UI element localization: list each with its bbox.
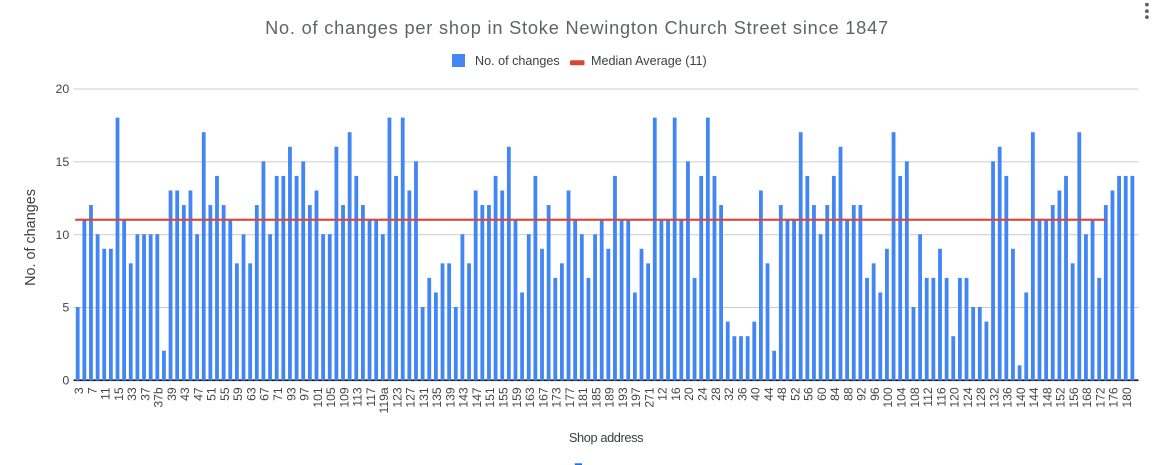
svg-text:156: 156 — [1067, 387, 1081, 408]
svg-text:193: 193 — [616, 387, 630, 408]
svg-text:127: 127 — [404, 387, 418, 408]
svg-text:37: 37 — [138, 387, 152, 401]
svg-text:128: 128 — [974, 387, 988, 408]
svg-text:155: 155 — [497, 387, 511, 408]
svg-text:37b: 37b — [152, 387, 166, 408]
svg-text:172: 172 — [1093, 387, 1107, 408]
svg-text:59: 59 — [231, 387, 245, 401]
svg-text:124: 124 — [961, 387, 975, 408]
svg-text:197: 197 — [629, 387, 643, 408]
svg-text:120: 120 — [948, 387, 962, 408]
svg-text:177: 177 — [563, 387, 577, 408]
svg-text:109: 109 — [337, 387, 351, 408]
svg-text:119a: 119a — [377, 387, 391, 413]
svg-text:113: 113 — [351, 387, 365, 407]
svg-text:176: 176 — [1107, 387, 1121, 408]
svg-text:92: 92 — [855, 387, 869, 401]
svg-text:116: 116 — [934, 387, 948, 407]
svg-text:93: 93 — [284, 387, 298, 401]
svg-text:139: 139 — [443, 387, 457, 408]
svg-text:185: 185 — [589, 387, 603, 408]
svg-text:5: 5 — [62, 301, 69, 315]
svg-text:131: 131 — [417, 387, 431, 408]
svg-text:33: 33 — [125, 387, 139, 401]
svg-text:96: 96 — [868, 387, 882, 401]
svg-text:Median Average (11): Median Average (11) — [591, 54, 707, 68]
svg-text:101: 101 — [311, 387, 325, 408]
svg-text:97: 97 — [298, 387, 312, 401]
svg-text:181: 181 — [576, 387, 590, 408]
svg-text:159: 159 — [510, 387, 524, 408]
svg-text:123: 123 — [390, 387, 404, 408]
svg-text:44: 44 — [762, 387, 776, 401]
svg-text:173: 173 — [550, 387, 564, 408]
svg-text:88: 88 — [841, 387, 855, 401]
svg-text:67: 67 — [258, 387, 272, 401]
svg-text:271: 271 — [642, 387, 656, 408]
svg-text:117: 117 — [364, 387, 378, 407]
svg-text:71: 71 — [271, 387, 285, 401]
svg-text:36: 36 — [735, 387, 749, 401]
svg-text:16: 16 — [669, 387, 683, 401]
svg-text:168: 168 — [1080, 387, 1094, 408]
svg-text:148: 148 — [1040, 387, 1054, 408]
svg-text:100: 100 — [881, 387, 895, 408]
svg-text:48: 48 — [775, 387, 789, 401]
svg-text:47: 47 — [191, 387, 205, 401]
svg-text:135: 135 — [430, 387, 444, 408]
svg-text:15: 15 — [56, 155, 70, 169]
svg-text:143: 143 — [457, 387, 471, 408]
svg-text:63: 63 — [244, 387, 258, 401]
svg-text:105: 105 — [324, 387, 338, 408]
svg-text:108: 108 — [908, 387, 922, 408]
svg-text:132: 132 — [987, 387, 1001, 408]
svg-text:189: 189 — [603, 387, 617, 408]
svg-text:20: 20 — [56, 82, 70, 96]
svg-text:No. of changes per shop in Sto: No. of changes per shop in Stoke Newingt… — [265, 18, 889, 38]
svg-text:112: 112 — [921, 387, 935, 407]
svg-text:32: 32 — [722, 387, 736, 401]
svg-text:15: 15 — [112, 387, 126, 401]
svg-text:84: 84 — [828, 387, 842, 401]
svg-text:136: 136 — [1001, 387, 1015, 408]
svg-text:Shop address: Shop address — [569, 430, 643, 445]
svg-text:24: 24 — [696, 387, 710, 401]
svg-text:55: 55 — [218, 387, 232, 401]
svg-text:52: 52 — [788, 387, 802, 401]
svg-text:3: 3 — [72, 387, 86, 394]
svg-text:167: 167 — [536, 387, 550, 408]
svg-text:140: 140 — [1014, 387, 1028, 408]
svg-text:56: 56 — [802, 387, 816, 401]
svg-text:10: 10 — [56, 228, 70, 242]
svg-text:40: 40 — [749, 387, 763, 401]
svg-text:43: 43 — [178, 387, 192, 401]
svg-text:No. of changes: No. of changes — [23, 189, 39, 286]
svg-text:0: 0 — [62, 374, 69, 388]
svg-text:144: 144 — [1027, 387, 1041, 408]
svg-text:51: 51 — [205, 387, 219, 401]
svg-text:No. of changes: No. of changes — [475, 54, 560, 68]
svg-text:20: 20 — [682, 387, 696, 401]
svg-text:7: 7 — [85, 387, 99, 394]
svg-text:60: 60 — [815, 387, 829, 401]
svg-text:12: 12 — [656, 387, 670, 401]
svg-text:147: 147 — [470, 387, 484, 408]
svg-text:151: 151 — [483, 387, 497, 408]
svg-text:39: 39 — [165, 387, 179, 401]
svg-text:104: 104 — [894, 387, 908, 408]
svg-text:163: 163 — [523, 387, 537, 408]
svg-text:11: 11 — [99, 387, 113, 400]
svg-text:152: 152 — [1054, 387, 1068, 408]
svg-text:180: 180 — [1120, 387, 1134, 408]
svg-text:28: 28 — [709, 387, 723, 401]
